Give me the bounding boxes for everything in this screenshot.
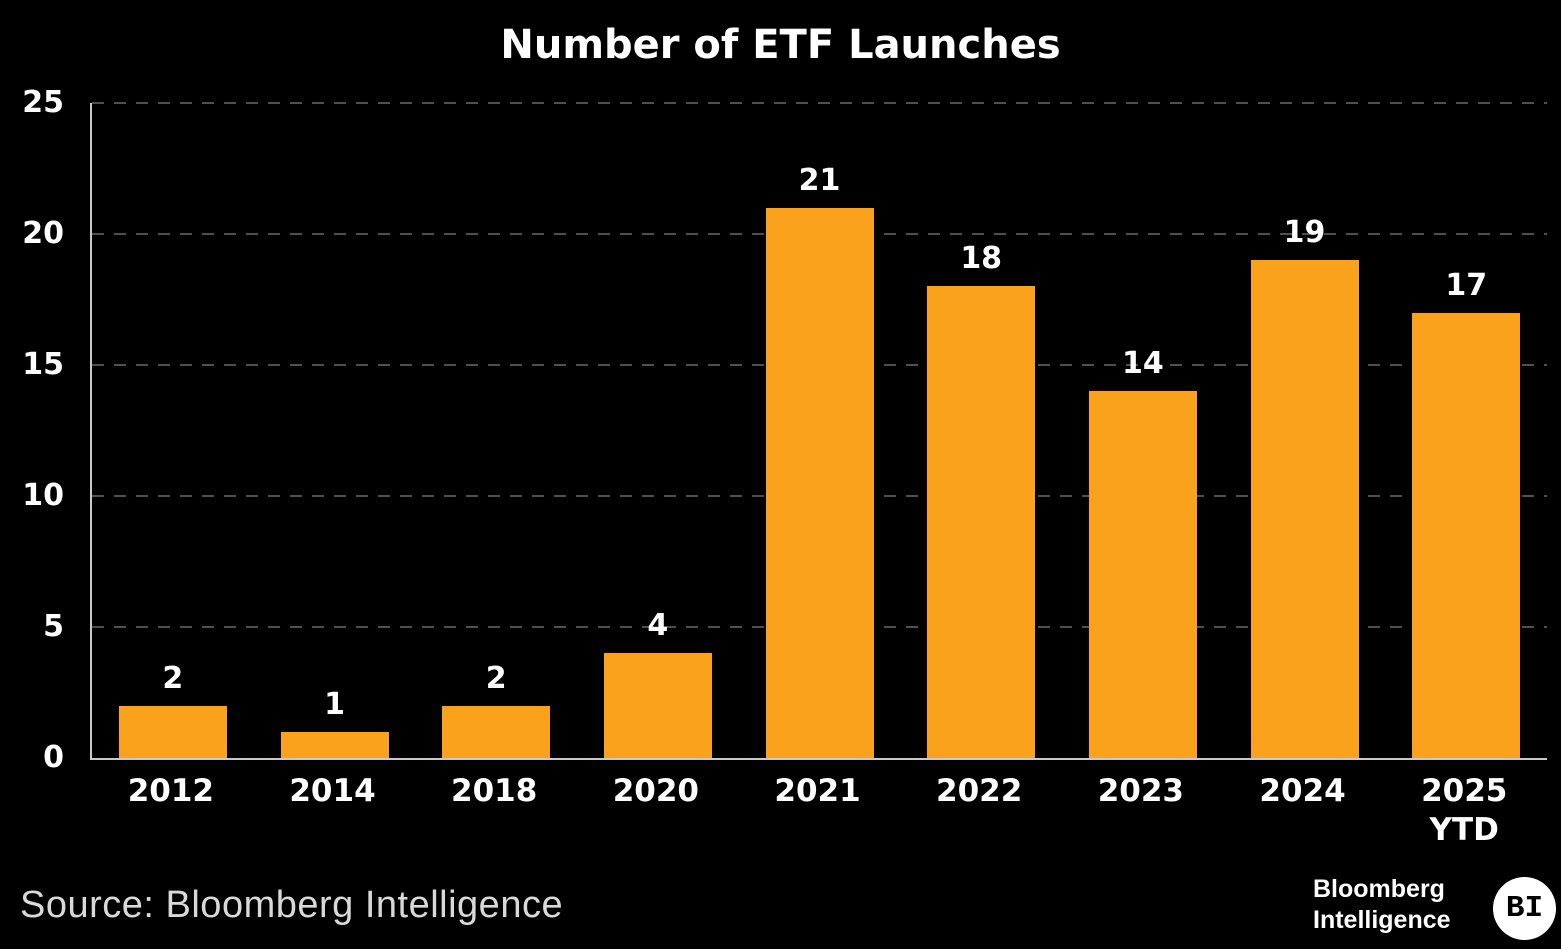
bar-value-label-2018: 2: [485, 660, 507, 696]
x-axis: 2012 2014 2018 2020 2021 2022 2023 2024 2025 YTD: [90, 772, 1545, 850]
bar-value-label-2020: 4: [647, 608, 669, 644]
logo-text: Bloomberg Intelligence: [1313, 874, 1451, 936]
source-text: Source: Bloomberg Intelligence: [20, 884, 564, 926]
bar-2012: [118, 705, 227, 758]
x-axis-label-2023: 2023: [1097, 773, 1184, 809]
bloomberg-intelligence-logo: Bloomberg Intelligence BI: [1307, 874, 1561, 944]
gridline-y25: [92, 102, 1547, 104]
bar-2022: [927, 286, 1036, 758]
y-tick-label-20: 20: [22, 216, 64, 251]
x-axis-label-2018: 2018: [451, 773, 538, 809]
bar-slot-2023: 14: [1062, 103, 1224, 758]
y-tick-label-5: 5: [43, 609, 64, 644]
bar-slot-2014: 1: [254, 103, 416, 758]
bar-2021: [765, 207, 874, 758]
bar-slot-2012: 2: [92, 103, 254, 758]
bar-value-label-2024: 19: [1283, 215, 1326, 251]
y-tick-label-10: 10: [22, 478, 64, 513]
x-axis-label-2020: 2020: [612, 773, 699, 809]
x-axis-label-2024: 2024: [1259, 773, 1346, 809]
bar-2018: [442, 705, 551, 758]
logo-line1: Bloomberg: [1313, 875, 1445, 903]
bar-value-label-2014: 1: [324, 686, 345, 722]
bar-slot-2025: 17: [1385, 103, 1547, 758]
x-axis-label-2021: 2021: [774, 773, 861, 809]
bar-value-label-2022: 18: [960, 241, 1003, 277]
y-tick-label-25: 25: [22, 85, 64, 120]
bar-slot-2022: 18: [900, 103, 1062, 758]
bar-2023: [1088, 391, 1197, 758]
y-tick-label-15: 15: [22, 347, 64, 382]
x-axis-label-2025: 2025 YTD: [1383, 772, 1545, 850]
bar-slot-2024: 19: [1224, 103, 1386, 758]
bi-badge-icon: BI: [1493, 877, 1556, 940]
bar-value-label-2021: 21: [798, 162, 841, 198]
y-axis: 0 5 10 15 20 25: [0, 88, 64, 773]
chart-title: Number of ETF Launches: [500, 22, 1061, 68]
bar-2025: [1412, 312, 1521, 758]
bar-slot-2021: 21: [739, 103, 901, 758]
bar-slot-2018: 2: [415, 103, 577, 758]
logo-line2: Intelligence: [1313, 906, 1451, 934]
bars-container: 2 1 2 4 21 18 14 19 17: [92, 103, 1547, 758]
bar-2014: [280, 731, 389, 758]
bar-value-label-2012: 2: [162, 660, 184, 696]
x-axis-label-2014: 2014: [289, 773, 376, 809]
y-tick-label-0: 0: [43, 740, 64, 775]
bar-value-label-2023: 14: [1121, 346, 1164, 382]
bar-2020: [603, 653, 712, 758]
plot-area: 2 1 2 4 21 18 14 19 17: [90, 102, 1547, 760]
bar-value-label-2025: 17: [1445, 267, 1488, 303]
bar-slot-2020: 4: [577, 103, 739, 758]
x-axis-label-2012: 2012: [127, 773, 214, 809]
bar-2024: [1250, 260, 1359, 758]
x-axis-label-2022: 2022: [936, 773, 1023, 809]
x-axis-sublabel-2025: YTD: [1429, 811, 1499, 848]
